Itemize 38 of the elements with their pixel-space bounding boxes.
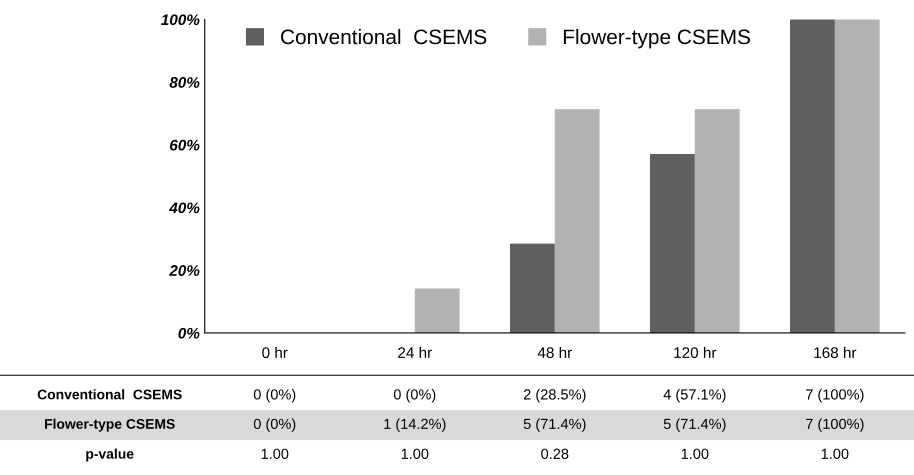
- text: 0.28: [541, 448, 568, 459]
- bar: [790, 19, 835, 333]
- data-label: 0 (0%): [254, 388, 296, 402]
- x-tick-label: 120 hr: [674, 346, 716, 358]
- y-tick-label: 0%: [178, 328, 200, 339]
- bar: [554, 109, 600, 333]
- legend-label: Flower-type CSEMS: [564, 28, 750, 48]
- bar: [650, 154, 695, 333]
- y-tick-label: 60%: [170, 140, 200, 151]
- text: p-value: [86, 448, 134, 462]
- text: 1.00: [402, 448, 428, 459]
- text: Conventional CSEMS: [38, 389, 182, 400]
- data-label: 4 (57.1%): [664, 388, 726, 402]
- text: 1.00: [822, 448, 848, 459]
- bar: [834, 19, 880, 333]
- data-label: 0 (0%): [394, 388, 436, 402]
- data-label: 2 (28.5%): [524, 388, 586, 402]
- legend-label: Conventional CSEMS: [281, 28, 486, 44]
- data-label: 0 (0%): [254, 418, 296, 432]
- text: Flower-type CSEMS: [45, 418, 175, 432]
- bar: [510, 244, 555, 333]
- bar: [414, 288, 460, 333]
- data-label: 1 (14.2%): [384, 418, 446, 432]
- y-tick-label: 40%: [169, 202, 200, 214]
- x-tick-label: 168 hr: [814, 346, 856, 358]
- x-tick-label: 48 hr: [538, 346, 572, 358]
- y-tick-label: 80%: [170, 77, 200, 88]
- y-tick-label: 100%: [161, 14, 200, 26]
- data-label: 7 (100%): [806, 388, 864, 402]
- text: 1.00: [262, 448, 288, 459]
- y-tick-label: 20%: [169, 265, 200, 276]
- data-label: 7 (100%): [806, 418, 864, 432]
- x-tick-label: 0 hr: [262, 346, 288, 358]
- text: 1.00: [682, 448, 708, 459]
- x-tick-label: 24 hr: [398, 346, 432, 358]
- data-label: 5 (71.4%): [664, 418, 726, 432]
- data-label: 5 (71.4%): [524, 418, 586, 432]
- bar: [694, 109, 740, 333]
